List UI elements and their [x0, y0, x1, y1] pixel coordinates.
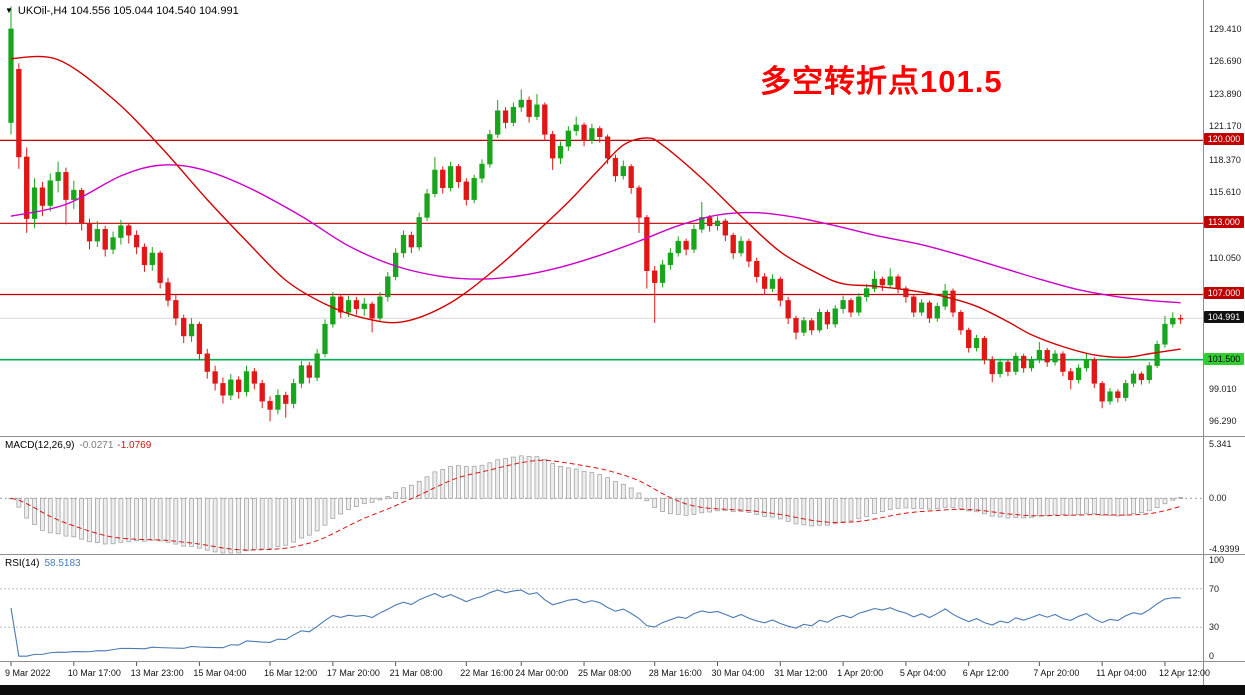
price-axis-badge: 107.000 — [1204, 287, 1244, 300]
indicator-axis-label: 0.00 — [1209, 493, 1227, 504]
symbol-ohlc-text: UKOil-,H4 104.556 105.044 104.540 104.99… — [17, 5, 239, 17]
price-axis-label: 99.010 — [1209, 384, 1237, 395]
price-axis-badge: 104.991 — [1204, 311, 1244, 324]
price-axis-label: 121.170 — [1209, 121, 1242, 132]
price-axis-badge: 101.500 — [1204, 352, 1244, 365]
time-axis-label: 17 Mar 20:00 — [326, 668, 380, 678]
price-axis-badge: 113.000 — [1204, 216, 1244, 229]
time-ticks — [10, 662, 1166, 666]
time-axis-label: 13 Mar 23:00 — [130, 668, 184, 678]
macd-value-signal: -1.0769 — [117, 440, 152, 451]
time-axis-label: 28 Mar 16:00 — [648, 668, 702, 678]
time-axis-label: 22 Mar 16:00 — [460, 668, 514, 678]
time-axis-label: 21 Mar 08:00 — [389, 668, 443, 678]
macd-indicator-label: MACD(12,26,9) -0.0271 -1.0769 — [5, 440, 151, 451]
indicator-axis-label: 5.341 — [1209, 438, 1232, 449]
price-axis-label: 126.690 — [1209, 56, 1242, 67]
time-axis-label: 7 Apr 20:00 — [1033, 668, 1080, 678]
time-axis-label: 30 Mar 04:00 — [711, 668, 765, 678]
time-axis-label: 6 Apr 12:00 — [962, 668, 1009, 678]
macd-signal-line — [10, 459, 1181, 551]
ma-slow-line — [10, 164, 1181, 304]
symbol-dropdown-icon[interactable]: ▼ — [5, 6, 13, 15]
price-axis-label: 110.050 — [1209, 253, 1241, 264]
price-axis-label: 96.290 — [1209, 416, 1237, 427]
price-axis[interactable]: 129.410 126.690 123.890 121.170 118.370 115.6… — [1203, 0, 1245, 685]
rsi-name: RSI(14) — [5, 558, 40, 569]
time-axis-label: 25 Mar 08:00 — [578, 668, 632, 678]
price-axis-label: 123.890 — [1209, 89, 1242, 100]
candlesticks — [8, 6, 1184, 422]
time-axis-label: 24 Mar 00:00 — [515, 668, 569, 678]
ma-fast-line — [10, 55, 1181, 359]
indicator-axis-label: 100 — [1209, 554, 1225, 565]
price-axis-badge: 120.000 — [1204, 133, 1244, 146]
indicator-axis-label: -4.9399 — [1209, 543, 1240, 554]
price-axis-label: 115.610 — [1209, 187, 1241, 198]
time-axis[interactable]: 9 Mar 2022 10 Mar 17:00 13 Mar 23:00 15 Mar… — [0, 662, 1210, 685]
time-axis-label: 31 Mar 12:00 — [774, 668, 828, 678]
indicator-axis-label: 0 — [1209, 651, 1215, 662]
time-axis-label: 11 Apr 04:00 — [1096, 668, 1147, 678]
price-axis-label: 118.370 — [1209, 154, 1241, 165]
macd-histogram — [8, 455, 1184, 554]
macd-value-main: -0.0271 — [79, 440, 114, 451]
time-axis-label: 15 Mar 04:00 — [193, 668, 247, 678]
macd-name: MACD(12,26,9) — [5, 440, 75, 451]
rsi-value: 58.5183 — [44, 558, 81, 569]
time-axis-label: 5 Apr 04:00 — [899, 668, 946, 678]
time-axis-label: 9 Mar 2022 — [5, 668, 51, 678]
annotation-text[interactable]: 多空转折点101.5 — [760, 64, 1003, 99]
rsi-indicator-label: RSI(14) 58.5183 — [5, 558, 81, 569]
chart-symbol-label: ▼ UKOil-,H4 104.556 105.044 104.540 104.… — [5, 5, 239, 17]
price-axis-label: 129.410 — [1209, 23, 1242, 34]
time-axis-label: 16 Mar 12:00 — [264, 668, 318, 678]
indicator-axis-label: 70 — [1209, 583, 1220, 594]
time-axis-label: 12 Apr 12:00 — [1158, 668, 1210, 678]
time-axis-label: 10 Mar 17:00 — [67, 668, 121, 678]
indicator-axis-label: 30 — [1209, 622, 1220, 633]
bottom-bar — [0, 685, 1245, 695]
rsi-line — [10, 589, 1181, 657]
time-axis-label: 1 Apr 20:00 — [837, 668, 884, 678]
